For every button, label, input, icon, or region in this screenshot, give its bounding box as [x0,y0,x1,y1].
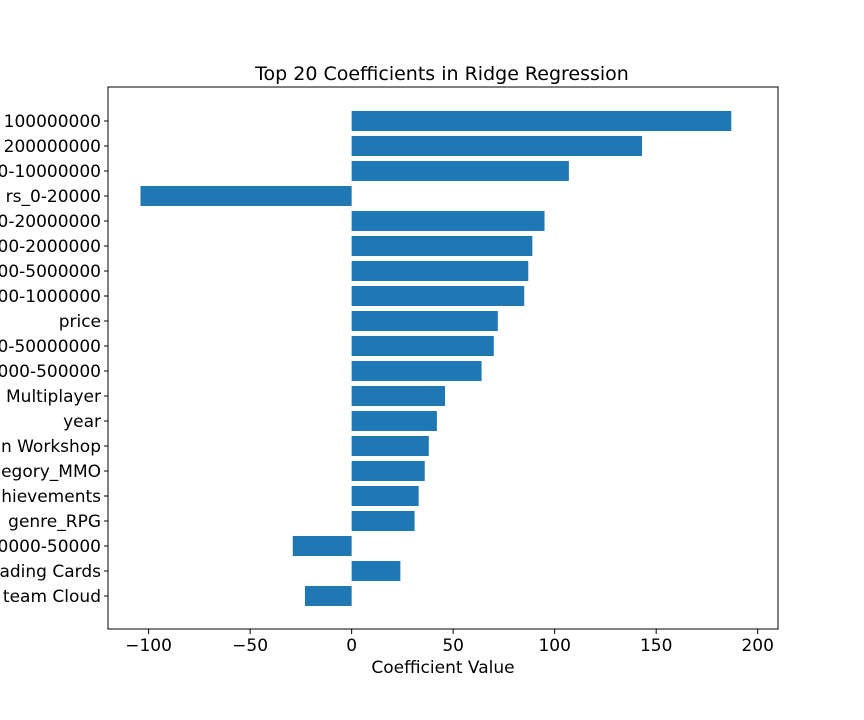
y-tick-labels: 100000000 200000000 0-10000000 rs_0-20000 0-… [0,112,108,607]
x-tick-label-2: 0 [346,636,357,656]
bar-7 [351,286,525,306]
bar-10 [351,361,482,381]
x-tick-label-3: 50 [442,636,464,656]
bars-group [140,111,732,606]
bar-12 [351,411,437,431]
bar-17 [292,536,352,556]
y-tick-label-7: 00-1000000 [0,287,101,307]
bar-1 [351,136,642,156]
bar-4 [351,211,545,231]
y-tick-label-12: year [63,412,101,432]
x-tick-label-0: −100 [125,636,172,656]
plot-area-frame [107,86,779,630]
y-tick-label-5: 00-2000000 [0,237,101,257]
bar-8 [351,311,498,331]
y-tick-label-10: 000-500000 [0,362,101,382]
y-tick-label-19: team Cloud [3,587,101,607]
x-axis-label: Coefficient Value [371,658,514,678]
bar-19 [304,586,352,606]
y-tick-label-9: 0-50000000 [0,337,101,357]
x-tick-label-5: 150 [640,636,672,656]
bar-9 [351,336,494,356]
bar-6 [351,261,529,281]
bar-2 [351,161,569,181]
y-tick-label-17: 0000-50000 [0,537,101,557]
y-tick-label-6: 00-5000000 [0,262,101,282]
y-tick-label-1: 200000000 [4,137,101,157]
bar-11 [351,386,446,406]
y-tick-label-14: egory_MMO [1,462,101,482]
y-tick-label-4: 0-20000000 [0,212,101,232]
x-tick-label-6: 200 [741,636,773,656]
y-tick-label-15: hievements [1,487,101,507]
bar-3 [140,186,352,206]
y-tick-label-8: price [59,312,101,332]
x-tick-label-1: −50 [232,636,268,656]
bar-0 [351,111,732,131]
bar-18 [351,561,401,581]
y-tick-label-3: rs_0-20000 [6,187,101,207]
bar-15 [351,486,419,506]
bar-5 [351,236,533,256]
chart-title: Top 20 Coefficients in Ridge Regression [254,63,629,85]
bar-13 [351,436,429,456]
y-tick-label-13: n Workshop [1,437,101,457]
y-tick-label-18: ading Cards [0,562,101,582]
bar-14 [351,461,425,481]
y-tick-label-2: 0-10000000 [0,162,101,182]
bar-16 [351,511,415,531]
x-axis-ticks: −100 −50 0 50 100 150 200 [125,629,774,656]
x-tick-label-4: 100 [538,636,570,656]
y-tick-label-0: 100000000 [4,112,101,132]
y-tick-label-11: Multiplayer [6,387,101,407]
y-tick-label-16: genre_RPG [8,512,101,532]
